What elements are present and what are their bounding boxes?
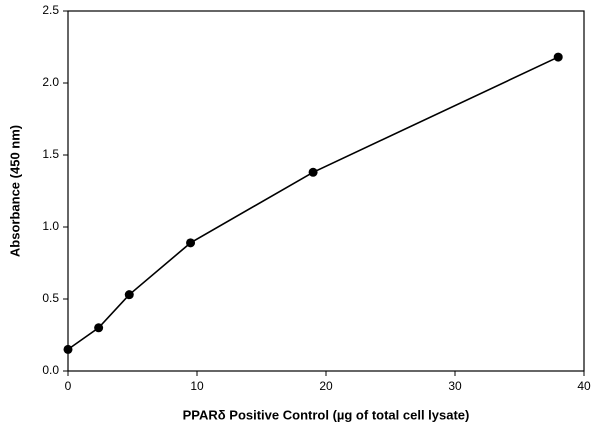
y-tick-label: 0.5	[42, 291, 59, 305]
y-tick-label: 0.0	[42, 363, 59, 377]
x-tick-label: 30	[448, 379, 462, 393]
x-tick-label: 0	[65, 379, 72, 393]
data-point	[63, 344, 73, 354]
plot-frame	[67, 10, 585, 372]
data-point	[553, 52, 563, 62]
y-tick-label: 2.5	[42, 3, 59, 17]
data-point	[124, 290, 134, 300]
data-line	[67, 56, 559, 351]
x-tick-label: 10	[190, 379, 204, 393]
y-tick-label: 1.0	[42, 219, 59, 233]
x-tick-label: 40	[577, 379, 591, 393]
data-point	[186, 238, 196, 248]
y-tick-label: 1.5	[42, 147, 59, 161]
x-axis-label: PPARδ Positive Control (µg of total cell…	[183, 407, 470, 422]
data-point	[308, 167, 318, 177]
y-tick-label: 2.0	[42, 75, 59, 89]
data-point	[94, 323, 104, 333]
y-axis-label: Absorbance (450 nm)	[7, 125, 22, 257]
x-tick-label: 20	[319, 379, 333, 393]
